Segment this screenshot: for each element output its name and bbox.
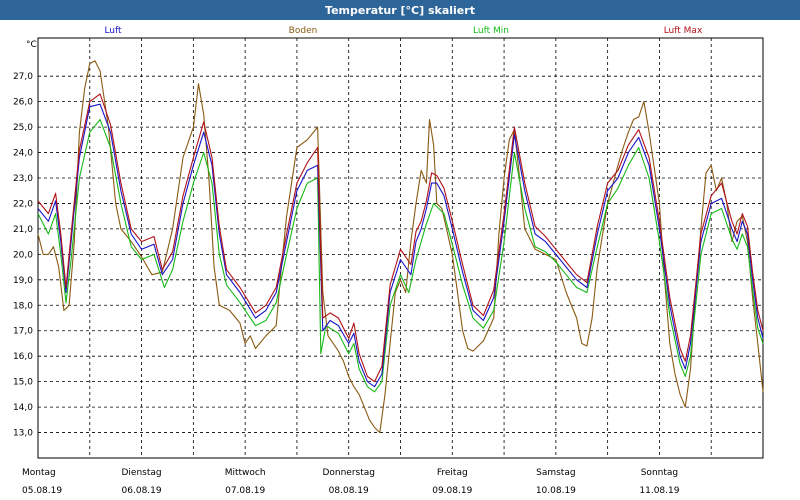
y-axis-unit: °C [26,40,37,50]
x-tick-date: 11.08.19 [639,486,679,496]
x-tick-day: Mittwoch [225,468,266,478]
x-tick-date: 08.08.19 [329,486,369,496]
y-tick-label: 17,0 [13,327,33,337]
y-tick-label: 14,0 [13,403,33,413]
legend-item-boden: Boden [289,26,318,36]
series-line-luft [37,103,764,388]
legend: Luft Boden Luft Min Luft Max [104,26,703,36]
y-tick-label: 13,0 [13,429,33,439]
y-axis-ticks: 13,0 14,0 15,0 16,0 17,0 18,0 19,0 20,0 21,0 22,0… [13,72,33,438]
y-tick-label: 26,0 [13,98,33,108]
x-tick-day: Freitag [437,468,468,478]
series-line-luft-min [37,118,764,393]
y-tick-label: 24,0 [13,149,33,159]
series-lines [37,60,764,434]
x-tick-day: Samstag [536,468,575,478]
legend-item-luft-max: Luft Max [664,26,703,36]
x-tick-day: Sonntag [641,468,678,478]
y-tick-label: 19,0 [13,276,33,286]
grid-lines [38,38,763,458]
x-tick-day: Montag [22,468,56,478]
x-tick-date: 05.08.19 [22,486,62,496]
chart-title: Temperatur [°C] skaliert [0,0,800,20]
legend-item-luft-min: Luft Min [473,26,509,36]
y-tick-label: 18,0 [13,301,33,311]
x-tick-day: Dienstag [122,468,162,478]
legend-item-luft: Luft [104,26,122,36]
y-tick-label: 16,0 [13,352,33,362]
x-tick-day: Donnerstag [322,468,375,478]
y-tick-label: 25,0 [13,123,33,133]
y-tick-label: 21,0 [13,225,33,235]
y-tick-label: 20,0 [13,250,33,260]
plot-frame [37,37,764,459]
x-tick-date: 06.08.19 [122,486,162,496]
y-tick-label: 22,0 [13,199,33,209]
x-tick-date: 07.08.19 [225,486,265,496]
x-tick-date: 09.08.19 [432,486,472,496]
y-tick-label: 23,0 [13,174,33,184]
x-axis-ticks: Montag 05.08.19 Dienstag 06.08.19 Mittwoch 07… [22,468,680,496]
series-line-luft-max [37,93,764,383]
x-tick-date: 10.08.19 [536,486,576,496]
y-tick-label: 27,0 [13,72,33,82]
y-tick-label: 15,0 [13,378,33,388]
